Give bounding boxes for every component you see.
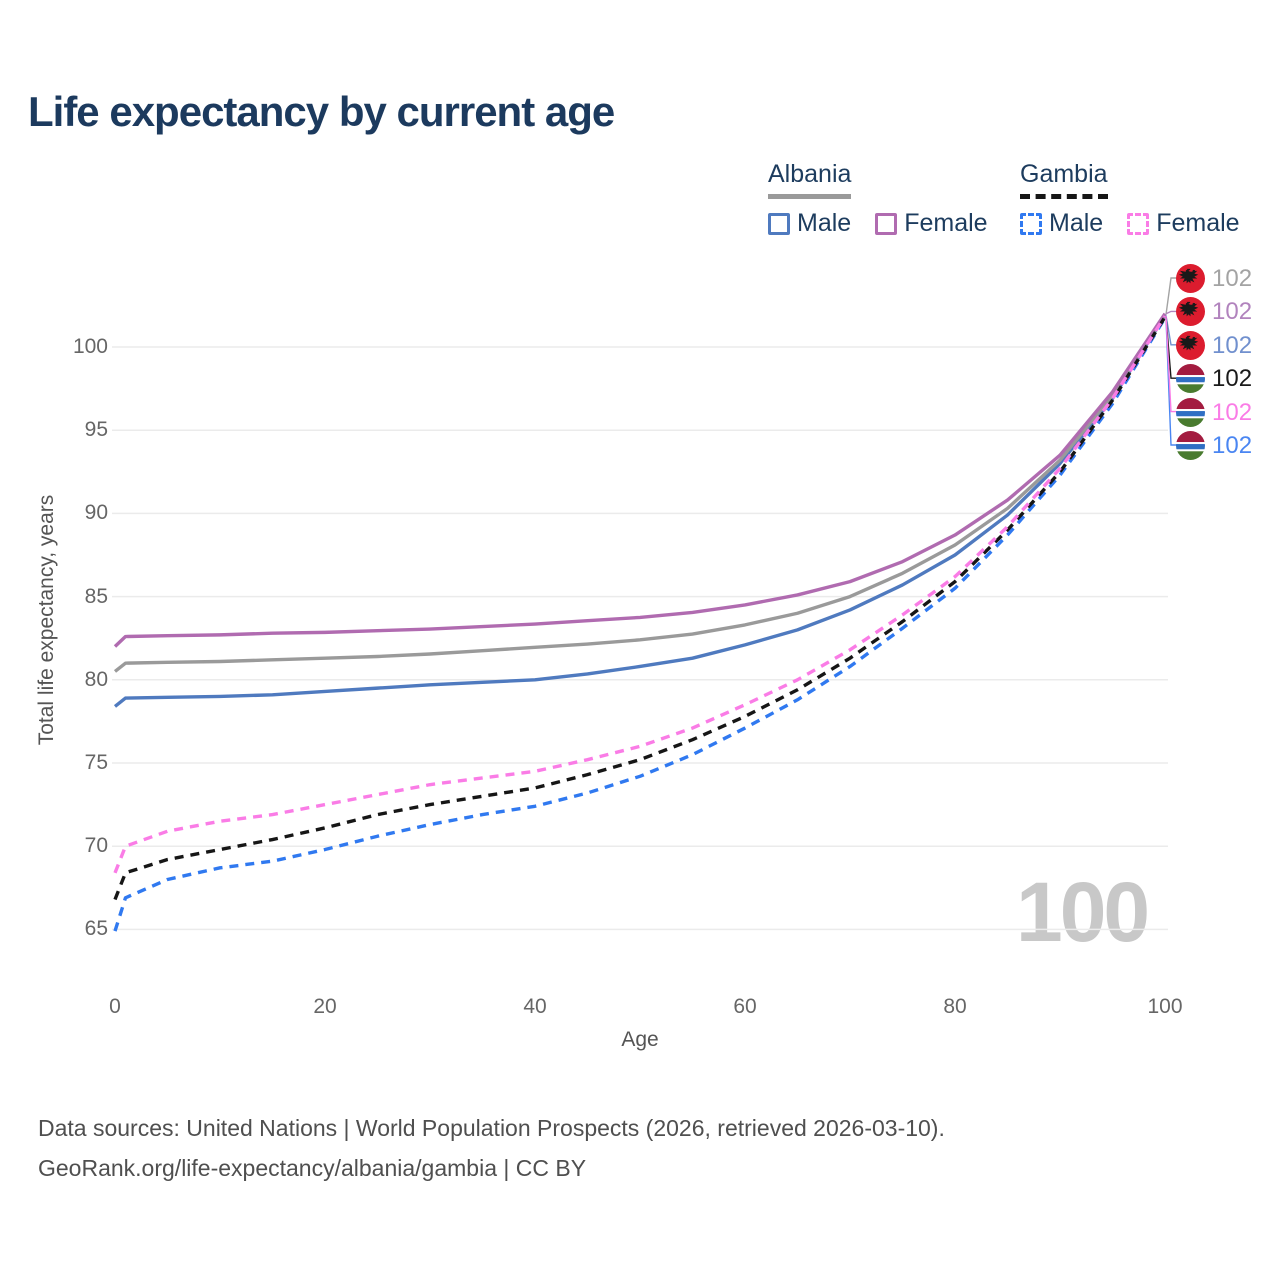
footer-attribution: GeoRank.org/life-expectancy/albania/gamb…	[38, 1155, 587, 1181]
legend-item-albania-male[interactable]: Male	[768, 209, 851, 238]
x-tick-label: 40	[523, 995, 547, 1018]
series-line-albania-female[interactable]	[113, 312, 1167, 648]
y-axis-title: Total life expectancy, years	[35, 494, 58, 746]
end-label-row[interactable]: 102	[1176, 297, 1252, 326]
x-axis-title: Age	[621, 1028, 659, 1051]
legend-label-gambia-male: Male	[1049, 209, 1104, 237]
end-label-row[interactable]: 102	[1176, 364, 1252, 393]
legend-item-albania-female[interactable]: Female	[875, 209, 988, 238]
end-label-value: 102	[1212, 265, 1253, 292]
gambia-male-swatch-icon	[1020, 212, 1042, 235]
albania-female-swatch-icon	[875, 212, 898, 235]
x-tick-label: 0	[109, 995, 121, 1018]
end-label-row[interactable]: 102	[1176, 431, 1252, 460]
legend-country-albania[interactable]: Albania	[768, 160, 852, 199]
series-line-gambia-male[interactable]	[113, 316, 1167, 932]
legend-label-gambia-female: Female	[1156, 209, 1240, 237]
x-tick-label: 80	[943, 995, 967, 1018]
y-tick-label: 80	[84, 667, 108, 691]
gambia-flag-icon	[1176, 398, 1205, 427]
y-tick-label: 75	[84, 751, 108, 774]
end-label-row[interactable]: 102	[1176, 264, 1252, 293]
end-label-row[interactable]: 102	[1176, 398, 1252, 427]
albania-flag-icon	[1176, 297, 1205, 326]
end-label-value: 102	[1212, 399, 1253, 426]
legend-item-gambia-female[interactable]: Female	[1127, 209, 1240, 238]
series-line-albania-male[interactable]	[113, 314, 1167, 708]
albania-male-swatch-icon	[768, 212, 790, 235]
series-line-albania-both-sexes[interactable]	[113, 313, 1167, 673]
end-label-row[interactable]: 102	[1176, 331, 1252, 360]
legend-label-albania-male: Male	[797, 209, 852, 237]
x-tick-label: 60	[733, 995, 757, 1018]
legend-row-albania: Male Female	[768, 209, 988, 238]
y-tick-label: 70	[84, 834, 108, 858]
series-line-gambia-female[interactable]	[113, 315, 1167, 874]
albania-flag-icon	[1176, 264, 1205, 293]
legend-item-gambia-male[interactable]: Male	[1020, 209, 1103, 238]
series-line-gambia-both-sexes[interactable]	[113, 316, 1167, 901]
legend-row-gambia: Male Female	[1020, 209, 1240, 238]
end-label-value: 102	[1212, 365, 1253, 392]
end-label-value: 102	[1212, 298, 1253, 325]
footer-data-sources: Data sources: United Nations | World Pop…	[38, 1115, 945, 1141]
x-tick-label: 20	[313, 995, 337, 1018]
y-tick-label: 95	[84, 418, 108, 442]
y-tick-label: 90	[84, 501, 108, 525]
legend-country-gambia[interactable]: Gambia	[1020, 160, 1108, 199]
legend-group-albania: Albania Male Female	[768, 160, 988, 238]
legend-group-gambia: Gambia Male Female	[1020, 160, 1240, 238]
end-label-value: 102	[1212, 432, 1253, 459]
gambia-flag-icon	[1176, 431, 1205, 460]
legend-label-albania-female: Female	[904, 209, 988, 237]
footer: Data sources: United Nations | World Pop…	[38, 1108, 945, 1188]
y-tick-label: 100	[72, 335, 108, 358]
end-label-value: 102	[1212, 332, 1253, 359]
gambia-flag-icon	[1176, 364, 1205, 393]
albania-flag-icon	[1176, 331, 1205, 360]
page-title: Life expectancy by current age	[28, 88, 615, 135]
x-tick-label: 100	[1147, 995, 1183, 1018]
age-watermark: 100	[1016, 865, 1150, 959]
y-tick-label: 85	[84, 584, 108, 608]
gambia-female-swatch-icon	[1127, 212, 1150, 235]
y-tick-label: 65	[84, 917, 108, 941]
